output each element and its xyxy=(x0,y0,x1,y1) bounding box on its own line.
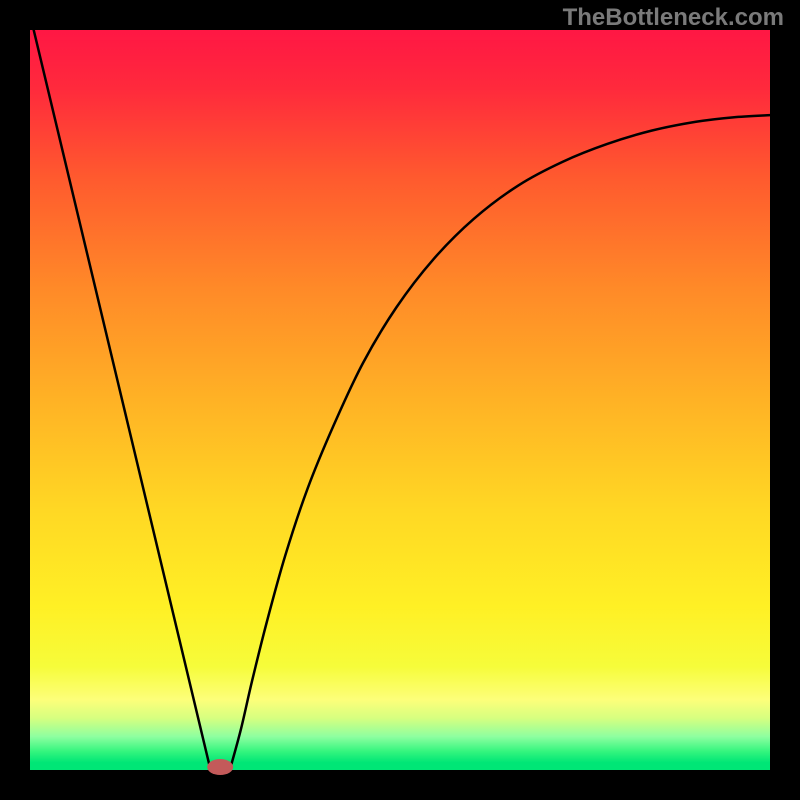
bottleneck-chart: TheBottleneck.com xyxy=(0,0,800,800)
watermark-text: TheBottleneck.com xyxy=(563,4,784,32)
chart-svg xyxy=(0,0,800,800)
